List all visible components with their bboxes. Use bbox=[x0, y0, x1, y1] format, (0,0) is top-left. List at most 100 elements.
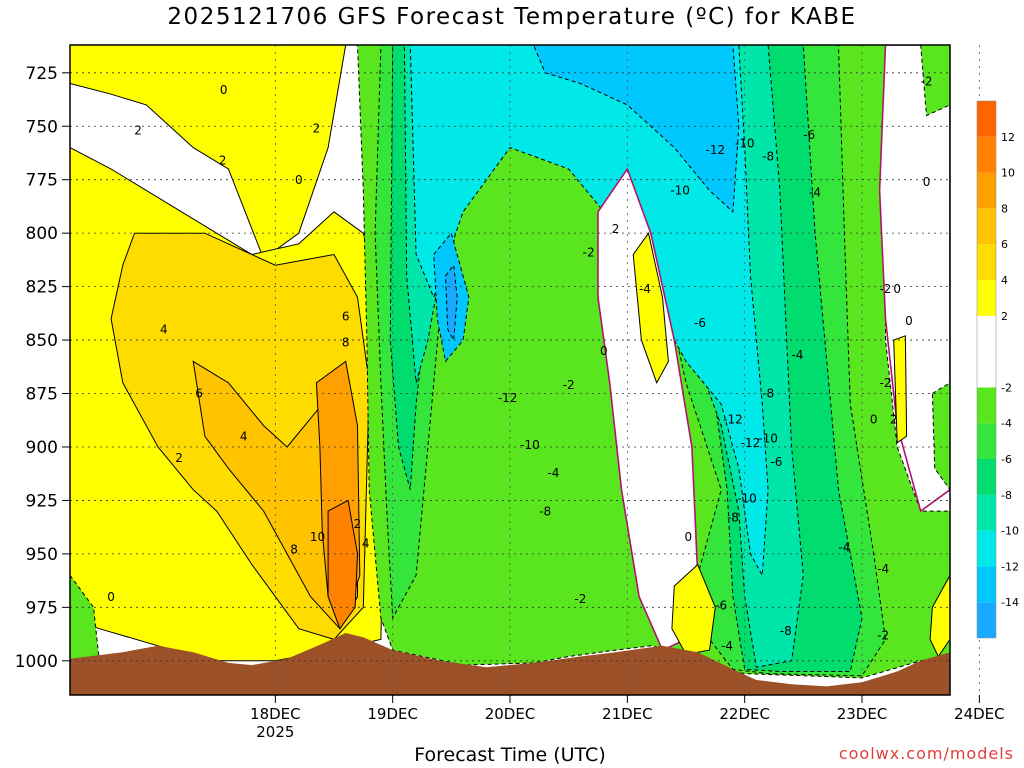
colorbar-tick-9: 6 bbox=[1001, 238, 1008, 251]
contour-label-16: -12 bbox=[706, 143, 726, 157]
contour-label-48: 0 bbox=[685, 530, 693, 544]
temperature-region-3 bbox=[192, 360, 358, 630]
contour-label-10: 2 bbox=[175, 451, 183, 465]
colorbar-tick-7: 2 bbox=[1001, 310, 1008, 323]
temperature-region-11 bbox=[532, 45, 740, 213]
contour-label-13: 2 bbox=[354, 517, 362, 531]
contour-label-11: 8 bbox=[290, 543, 298, 557]
contour-label-44: -4 bbox=[547, 466, 559, 480]
contour-label-7: 8 bbox=[342, 335, 350, 349]
temperature-region-10 bbox=[409, 45, 769, 578]
contour-label-47: -8 bbox=[727, 511, 739, 525]
temperature-region-18 bbox=[893, 335, 908, 444]
colorbar-bin-4 bbox=[977, 459, 996, 495]
contour-label-1: 2 bbox=[313, 122, 321, 136]
contour-label-24: 2 bbox=[612, 222, 620, 236]
contour-label-29: -6 bbox=[694, 316, 706, 330]
temperature-region-21 bbox=[920, 45, 950, 117]
colorbar-bin-11 bbox=[977, 172, 996, 209]
temperature-regions bbox=[70, 45, 950, 679]
contour-label-14: 4 bbox=[362, 536, 370, 550]
contour-label-3: 2 bbox=[134, 124, 142, 138]
contour-label-42: -10 bbox=[758, 432, 778, 446]
colorbar-tick-1: -12 bbox=[1001, 560, 1019, 573]
colorbar-tick-6: -2 bbox=[1001, 381, 1012, 394]
contour-label-17: -10 bbox=[735, 136, 755, 150]
site-credit: coolwx.com/models bbox=[838, 744, 1014, 763]
temperature-region-5 bbox=[327, 499, 359, 630]
contour-label-55: -4 bbox=[721, 639, 733, 653]
colorbar-bin-3 bbox=[977, 494, 996, 531]
contour-label-45: -8 bbox=[539, 504, 551, 518]
colorbar-bin-12 bbox=[977, 136, 996, 173]
contour-label-9: 4 bbox=[240, 429, 248, 443]
colorbar-bin-9 bbox=[977, 244, 996, 280]
colorbar-tick-5: -4 bbox=[1001, 417, 1012, 430]
temperature-region-13 bbox=[444, 263, 458, 342]
contour-label-18: -8 bbox=[762, 149, 774, 163]
colorbar-tick-10: 8 bbox=[1001, 202, 1008, 215]
contour-label-38: 0 bbox=[870, 412, 878, 426]
colorbar-bin-7 bbox=[977, 315, 996, 388]
colorbar-tick-11: 10 bbox=[1001, 167, 1015, 180]
y-tick-label-2: 775 bbox=[26, 171, 58, 191]
x-tick-label-4: 22DEC bbox=[719, 705, 770, 723]
contour-label-22: -2 bbox=[921, 74, 933, 88]
contour-label-53: -8 bbox=[780, 624, 792, 638]
contour-label-21: -4 bbox=[809, 186, 821, 200]
y-tick-label-0: 725 bbox=[26, 64, 58, 84]
contour-label-4: 0 bbox=[295, 173, 303, 187]
contour-label-33: -12 bbox=[498, 391, 518, 405]
x-tick-sublabel-0: 2025 bbox=[256, 723, 294, 741]
colorbar-bin-8 bbox=[977, 280, 996, 316]
terrain-surface bbox=[70, 633, 950, 695]
y-axis: 725 750 775 800 825 850 875 900 925 950 975 1000 bbox=[15, 64, 70, 672]
contour-label-26: -4 bbox=[639, 282, 651, 296]
x-axis-label: Forecast Time (UTC) bbox=[414, 744, 606, 766]
contour-label-25: -2 bbox=[583, 246, 595, 260]
y-tick-label-4: 825 bbox=[26, 278, 58, 298]
colorbar-bin-6 bbox=[977, 387, 996, 424]
contour-label-20: -10 bbox=[670, 184, 690, 198]
contour-label-23: 0 bbox=[923, 175, 931, 189]
x-tick-label-0: 18DEC bbox=[250, 705, 301, 723]
temperature-region-20 bbox=[931, 382, 950, 491]
contour-label-40: -10 bbox=[520, 438, 540, 452]
colorbar-tick-8: 4 bbox=[1001, 274, 1008, 287]
colorbar-tick-0: -14 bbox=[1001, 596, 1019, 609]
x-tick-label-2: 20DEC bbox=[485, 705, 536, 723]
contour-label-5: 6 bbox=[342, 310, 350, 324]
contour-label-49: -4 bbox=[838, 541, 850, 555]
y-tick-label-8: 925 bbox=[26, 491, 58, 511]
contour-label-41: -12 bbox=[741, 436, 761, 450]
contour-label-0: 0 bbox=[220, 83, 228, 97]
x-tick-label-5: 23DEC bbox=[837, 705, 888, 723]
y-tick-label-10: 975 bbox=[26, 598, 58, 618]
contour-label-27: -2 bbox=[879, 282, 891, 296]
contour-label-6: 4 bbox=[160, 323, 168, 337]
contour-label-34: -2 bbox=[563, 378, 575, 392]
x-tick-label-1: 19DEC bbox=[367, 705, 418, 723]
contour-label-8: 6 bbox=[195, 387, 203, 401]
chart-title: 2025121706 GFS Forecast Temperature (ºC)… bbox=[167, 4, 857, 30]
temperature-region-16 bbox=[671, 563, 716, 655]
temperature-region-19 bbox=[929, 575, 950, 658]
colorbar-tick-12: 12 bbox=[1001, 131, 1015, 144]
y-tick-label-6: 875 bbox=[26, 385, 58, 405]
y-tick-label-11: 1000 bbox=[15, 652, 58, 672]
contour-label-39: 2 bbox=[890, 412, 898, 426]
contour-label-19: -6 bbox=[803, 128, 815, 142]
y-tick-label-5: 850 bbox=[26, 331, 58, 351]
contour-label-54: -2 bbox=[877, 628, 889, 642]
colorbar-bin-13 bbox=[977, 101, 996, 137]
contour-label-32: -4 bbox=[791, 348, 803, 362]
y-tick-label-3: 800 bbox=[26, 224, 58, 244]
contour-label-50: -4 bbox=[877, 562, 889, 576]
terrain-layer bbox=[70, 633, 950, 695]
contour-label-30: 0 bbox=[905, 314, 913, 328]
colorbar-tick-2: -10 bbox=[1001, 525, 1019, 538]
colorbar-bin-2 bbox=[977, 530, 996, 567]
